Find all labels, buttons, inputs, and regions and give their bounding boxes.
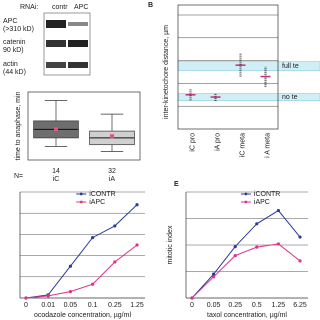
legend-label: iAPC: [254, 199, 270, 206]
x-tick-label: 0.1: [88, 302, 98, 309]
n-value: 14: [52, 168, 60, 175]
blot-row-size: 90 kD): [3, 47, 24, 54]
x-tick-label: 0.01: [41, 302, 55, 309]
data-point: [212, 275, 216, 279]
legend-marker: [79, 192, 83, 196]
data-point: [298, 235, 302, 239]
x-tick-label: 0: [24, 302, 28, 309]
data-point: [233, 244, 237, 249]
panel-letter: B: [148, 2, 153, 9]
x-tick-label: i A meta: [264, 133, 271, 158]
data-point: [276, 242, 280, 246]
band: [46, 40, 66, 47]
blot-row-size: (>310 kD): [3, 26, 34, 33]
x-axis-label: taxol concentration, µg/ml: [207, 312, 287, 319]
data-point: [233, 254, 237, 258]
x-tick-label: 0.25: [108, 302, 122, 309]
x-tick-label: iC meta: [239, 133, 246, 157]
n-label: N=: [14, 173, 23, 180]
lane-label: APC: [74, 4, 88, 11]
data-point: [255, 222, 259, 226]
x-tick-label: 0.05: [207, 302, 221, 309]
x-tick-label: 6.25: [293, 302, 307, 309]
legend-marker: [79, 200, 83, 204]
blot-row-label: actin: [3, 61, 18, 68]
legend-marker: [244, 192, 248, 196]
x-tick-label: 1.25: [272, 302, 286, 309]
legend-marker: [244, 200, 248, 204]
x-tick-label: iA pro: [214, 133, 221, 151]
data-point: [276, 208, 280, 213]
x-tick-label: 0.05: [64, 302, 78, 309]
x-tick-label: 0: [190, 302, 194, 309]
band: [46, 62, 66, 68]
band-label: no te: [282, 94, 298, 101]
lane-label: contr: [52, 4, 68, 11]
blot-row-label: catenin: [3, 39, 26, 46]
tension-band: [177, 93, 320, 101]
data-point: [212, 272, 216, 276]
plot-frame: [27, 91, 141, 161]
data-point: [113, 260, 117, 264]
y-axis-label: mitotic index: [167, 225, 174, 264]
data-point: [68, 264, 72, 268]
data-point: [91, 235, 95, 240]
x-tick-label: 0.5: [252, 302, 262, 309]
blot-row-size: (44 kD): [3, 69, 26, 76]
series-line: [191, 209, 301, 299]
blot-row-label: APC: [3, 18, 17, 25]
band: [68, 40, 88, 47]
x-tick-label: 1.25: [130, 302, 144, 309]
x-tick-label: iA: [109, 176, 116, 183]
data-point: [298, 259, 302, 263]
data-point: [135, 243, 139, 247]
plot-frame: [177, 4, 279, 130]
series-line: [25, 244, 138, 299]
data-point: [68, 290, 72, 294]
band-label: full te: [282, 63, 299, 70]
x-tick-label: iC pro: [189, 133, 196, 152]
band: [68, 22, 88, 26]
data-point: [113, 224, 117, 228]
rnai-label: RNAi:: [20, 4, 38, 11]
x-axis-label: ocodazole concentration, µg/ml: [34, 312, 131, 319]
data-point: [91, 282, 95, 286]
mean-marker: [110, 134, 114, 139]
mean-marker: [54, 127, 58, 132]
legend-label: iCONTR: [254, 191, 280, 198]
y-axis-label: time to anaphase, min: [15, 91, 22, 160]
y-axis-label: inter-kinetochore distance, µm: [163, 25, 170, 119]
data-point: [255, 245, 259, 249]
data-point: [190, 296, 194, 300]
x-tick-label: 0.25: [228, 302, 242, 309]
panel-letter: E: [174, 181, 179, 188]
data-point: [24, 296, 28, 300]
legend-label: iAPC: [89, 199, 105, 206]
series-line: [191, 243, 301, 299]
band: [46, 20, 66, 28]
data-point: [135, 203, 139, 207]
x-tick-label: iC: [53, 176, 60, 183]
legend-label: iCONTR: [89, 191, 115, 198]
data-point: [46, 294, 50, 298]
n-value: 32: [108, 168, 116, 175]
series-line: [25, 204, 138, 299]
band: [68, 62, 88, 68]
